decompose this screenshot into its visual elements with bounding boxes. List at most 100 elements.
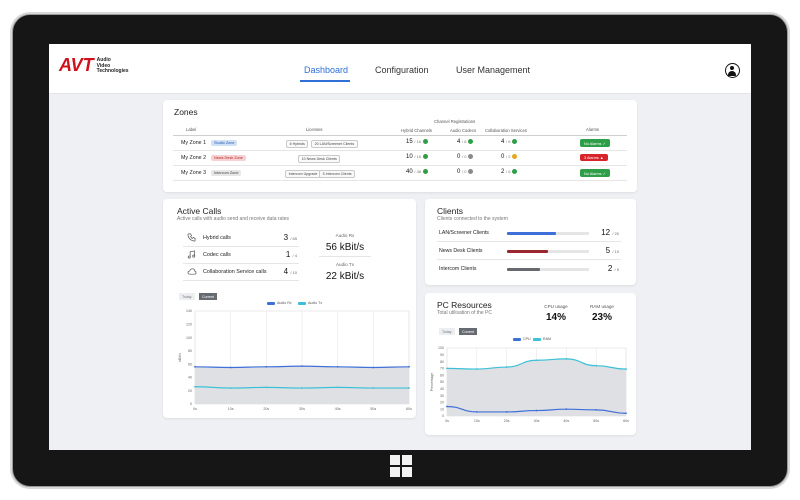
ram-usage-label: RAM usage (589, 304, 614, 309)
y-tick-label: 30 (440, 394, 444, 398)
clients-title: Clients (437, 206, 463, 216)
audio-rx-label: Audio Rx (335, 233, 355, 238)
zone-type-badge: Intercom Zone (211, 169, 242, 177)
music-icon (187, 250, 196, 261)
call-count: 3 / 65 (283, 233, 297, 242)
zones-col-collab: Collaboration Services (485, 128, 527, 133)
pc-resources-card: PC Resources Total utilisation of the PC… (425, 293, 636, 435)
hybrid-count: 15 / 16 (406, 138, 429, 145)
cpu-usage: CPU usage 14% (536, 304, 576, 323)
zone-name: My Zone 2 (181, 155, 207, 161)
y-tick-label: 10 (440, 407, 444, 411)
status-dot-icon (512, 153, 518, 159)
nav-active-underline (300, 80, 350, 82)
avt-logo: AVT Audio Video Technologies (59, 56, 129, 75)
data-point (408, 365, 410, 368)
nav-dashboard[interactable]: Dashboard (304, 65, 349, 75)
x-tick-label: 20s (263, 407, 269, 411)
data-point (336, 365, 339, 368)
audio-tx-value: 22 kBit/s (325, 271, 365, 282)
pc-resources-subtitle: Total utilisation of the PC (437, 310, 493, 316)
y-axis-label: Percentage (430, 373, 434, 391)
zone-row[interactable]: My Zone 3 Intercom Zone Intercom Upgrade… (173, 166, 627, 181)
app-screen: AVT Audio Video Technologies Dashboard C… (49, 44, 751, 450)
alarm-badge[interactable]: No Alarms ✓ (580, 169, 610, 177)
x-tick-label: 0s (193, 407, 197, 411)
nav-user-management[interactable]: User Management (456, 65, 531, 75)
user-account-icon[interactable] (725, 63, 740, 78)
y-tick-label: 20 (440, 401, 444, 405)
client-row-newsdesk: News Desk Clients 5 / 10 (437, 243, 621, 260)
legend-audio-tx: Audio Tx (298, 301, 322, 305)
windows-start-icon[interactable] (390, 455, 412, 477)
y-tick-label: 90 (440, 353, 444, 357)
alarm-badge[interactable]: No Alarms ✓ (580, 139, 610, 147)
data-point (475, 411, 478, 413)
pc-usage-chart: 0s 10s 20s 30s 40s 50s 60s10090807060504030201… (430, 346, 629, 423)
zones-col-alarms: Alarms (586, 127, 600, 132)
clients-card: Clients Clients connected to the system … (425, 199, 636, 285)
alarm-badge[interactable]: 3 Alarms ▲ (580, 154, 608, 161)
pc-range-toggle-current[interactable]: Current (459, 328, 477, 335)
zone-name: My Zone 1 (181, 140, 207, 146)
x-tick-label: 50s (593, 419, 599, 423)
nav-configuration[interactable]: Configuration (375, 65, 429, 75)
range-toggle-today[interactable]: Today (179, 293, 195, 300)
y-tick-label: 0 (190, 402, 192, 406)
data-point (505, 366, 508, 368)
zones-col-label: Label (186, 127, 197, 132)
client-label: LAN/Screener Clients (439, 230, 489, 236)
y-tick-label: 70 (440, 367, 444, 371)
collab-count: 2 / 6 (501, 168, 518, 175)
x-tick-label: 40s (563, 419, 569, 423)
y-tick-label: 100 (186, 336, 192, 340)
zones-col-channel-registrations: Channel Registrations (434, 119, 476, 124)
pc-range-toggle-today[interactable]: Today (439, 328, 455, 335)
x-tick-label: 50s (370, 407, 376, 411)
client-progress-fill (507, 232, 557, 235)
y-tick-label: 60 (440, 373, 444, 377)
cloud-icon (187, 267, 197, 278)
y-tick-label: 80 (188, 349, 192, 353)
pc-resources-title: PC Resources (437, 300, 492, 310)
y-tick-label: 80 (440, 360, 444, 364)
zone-row[interactable]: My Zone 1 Studio Zone 6 Hybrids 20 LAN/S… (173, 136, 627, 151)
x-tick-label: 30s (534, 419, 540, 423)
cpu-usage-value: 14% (545, 312, 566, 323)
status-dot-icon (468, 153, 474, 159)
status-dot-icon (423, 168, 429, 174)
client-count: 12 / 20 (601, 228, 619, 237)
y-tick-label: 0 (442, 414, 444, 418)
logo-text: Audio Video Technologies (96, 57, 129, 74)
call-count: 1 / 4 (285, 250, 297, 259)
x-tick-label: 0s (445, 419, 449, 423)
call-label: Collaboration Service calls (203, 269, 267, 275)
data-point (595, 364, 598, 367)
data-point (565, 408, 568, 411)
x-tick-label: 40s (335, 407, 341, 411)
active-calls-card: Active Calls Active calls with audio sen… (163, 199, 416, 418)
data-point (229, 366, 232, 369)
collab-count: 0 / 2 (501, 153, 518, 160)
data-point (565, 357, 568, 360)
status-dot-icon (468, 168, 474, 174)
top-bar: AVT Audio Video Technologies Dashboard C… (49, 44, 751, 94)
license-chip: 6 Hybrids (286, 139, 309, 149)
y-tick-label: 40 (440, 387, 444, 391)
data-point (535, 359, 538, 362)
client-row-lan: LAN/Screener Clients 12 / 20 (437, 225, 621, 242)
logo-mark: AVT (59, 55, 94, 75)
license-chip: Intercom Upgrade (285, 169, 321, 179)
zones-card: Zones Label Licenses Channel Registratio… (163, 100, 637, 192)
data-point (595, 408, 598, 411)
data-point (446, 405, 448, 408)
legend-cpu: CPU (513, 337, 531, 341)
call-label: Hybrid calls (203, 235, 231, 241)
active-calls-subtitle: Active calls with audio send and receive… (177, 216, 290, 222)
zone-row[interactable]: My Zone 2 News Desk Zone 10 News Desk Cl… (173, 151, 627, 166)
data-point (301, 365, 303, 368)
range-toggle-current[interactable]: Current (199, 293, 217, 300)
zones-col-hybrid: Hybrid Channels (401, 128, 432, 133)
data-point (475, 368, 478, 370)
x-tick-label: 60s (623, 419, 629, 423)
